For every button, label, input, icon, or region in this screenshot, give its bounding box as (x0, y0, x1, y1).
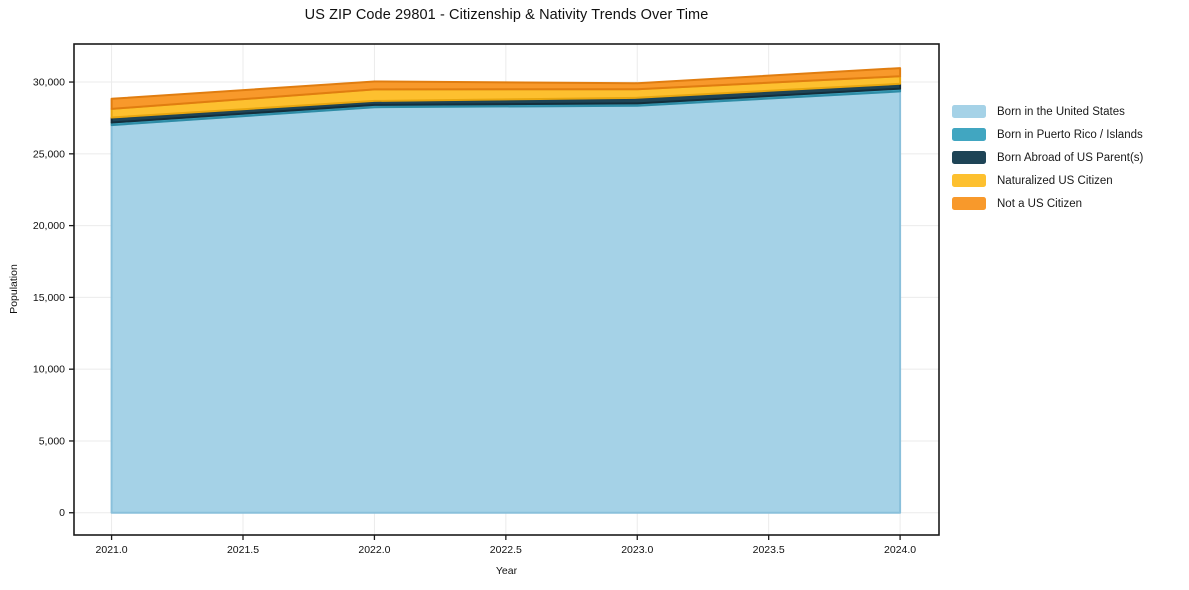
legend-item-not-a-us-citizen: Not a US Citizen (952, 196, 1143, 211)
legend-swatch (952, 174, 986, 187)
legend-swatch (952, 151, 986, 164)
x-tick-label: 2022.5 (490, 544, 522, 556)
x-tick-label: 2021.0 (96, 544, 128, 556)
legend-label: Born in Puerto Rico / Islands (997, 128, 1143, 141)
legend-swatch (952, 128, 986, 141)
legend-swatch (952, 197, 986, 210)
legend-item-born-in-puerto-rico-islands: Born in Puerto Rico / Islands (952, 127, 1143, 142)
area-band-born-in-the-united-states (110, 90, 902, 514)
legend-swatch (952, 105, 986, 118)
x-tick-label: 2022.0 (358, 544, 390, 556)
x-tick-label: 2024.0 (884, 544, 916, 556)
chart-title: US ZIP Code 29801 - Citizenship & Nativi… (304, 7, 709, 23)
y-axis-label: Population (8, 264, 20, 314)
y-tick-label: 15,000 (33, 292, 65, 304)
x-tick-label: 2021.5 (227, 544, 259, 556)
x-tick-label: 2023.0 (621, 544, 653, 556)
legend-item-naturalized-us-citizen: Naturalized US Citizen (952, 173, 1143, 188)
y-tick-label: 25,000 (33, 148, 65, 160)
area-band-not-a-us-citizen (110, 67, 902, 110)
y-tick-label: 30,000 (33, 77, 65, 89)
legend-label: Not a US Citizen (997, 197, 1083, 210)
legend: Born in the United States Born in Puerto … (952, 104, 1143, 211)
y-tick-label: 5,000 (39, 435, 65, 447)
legend-label: Born in the United States (997, 105, 1125, 118)
x-axis-label: Year (495, 565, 518, 577)
y-tick-label: 20,000 (33, 220, 65, 232)
legend-item-born-in-the-united-states: Born in the United States (952, 104, 1143, 119)
legend-label: Born Abroad of US Parent(s) (997, 151, 1144, 164)
legend-item-born-abroad-of-us-parent-s: Born Abroad of US Parent(s) (952, 150, 1143, 165)
plot-frame (73, 43, 940, 536)
legend-label: Naturalized US Citizen (997, 174, 1113, 187)
y-tick-label: 10,000 (33, 364, 65, 376)
y-tick-label: 0 (59, 507, 65, 519)
x-tick-label: 2023.5 (753, 544, 785, 556)
